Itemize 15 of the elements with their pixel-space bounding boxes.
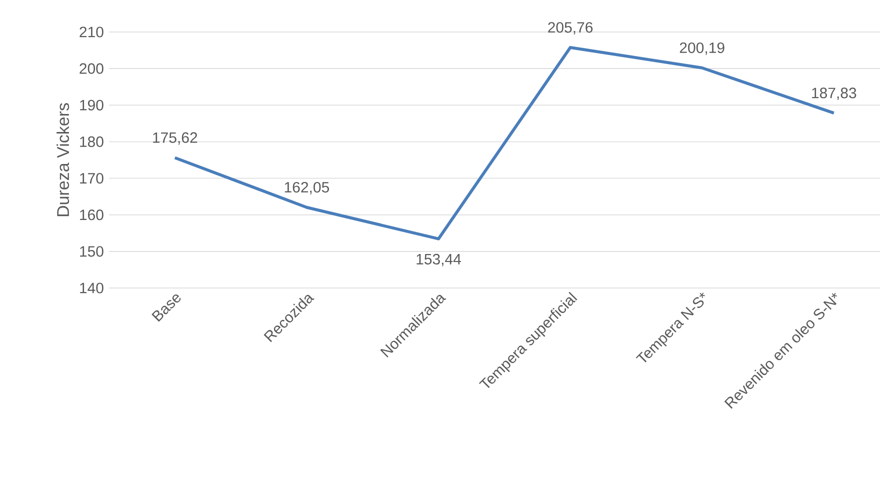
y-tick-label: 150 (80, 246, 104, 257)
y-tick-label: 140 (80, 282, 104, 294)
y-tick-label: 180 (80, 136, 104, 148)
data-label: 153,44 (416, 254, 461, 266)
y-tick-label: 160 (80, 210, 104, 220)
data-label: 175,62 (153, 132, 198, 145)
data-label: 205,76 (548, 22, 593, 34)
y-tick-label: 190 (80, 100, 104, 110)
y-tick-label: 170 (80, 172, 104, 184)
data-label: 162,05 (284, 182, 330, 194)
data-label: 200,19 (680, 42, 724, 55)
y-tick-label: 200 (80, 63, 104, 74)
y-axis-title: Dureza Vickers (56, 103, 70, 216)
y-tick-label: 210 (80, 26, 104, 38)
data-label: 187,83 (812, 88, 856, 100)
